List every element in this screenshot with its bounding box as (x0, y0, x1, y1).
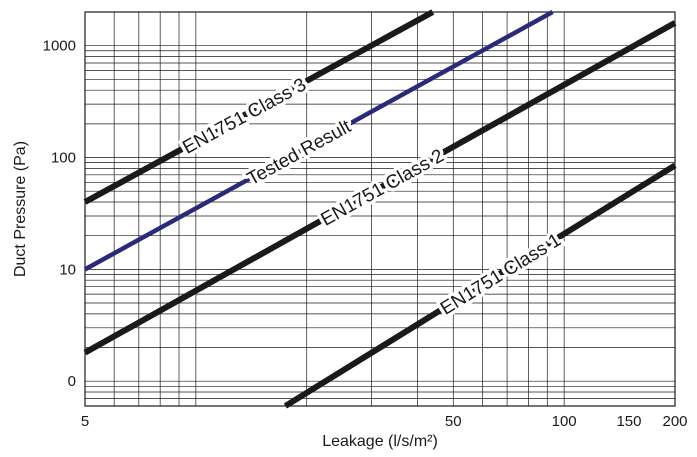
y-axis-title: Duct Pressure (Pa) (12, 141, 29, 277)
series-lines (83, 9, 677, 409)
plot-frame (84, 11, 676, 407)
x-tick-label: 100 (552, 413, 577, 430)
y-tick-label: 100 (51, 150, 76, 167)
series-line-2 (83, 10, 554, 272)
series-line-1 (83, 9, 435, 205)
x-tick-label: 5 (81, 413, 89, 430)
y-tick-labels: 0 10 100 1000 (43, 38, 76, 391)
y-tick-label: 1000 (43, 38, 76, 55)
y-tick-label: 0 (68, 373, 76, 390)
series-line-3 (83, 20, 677, 356)
x-tick-label: 200 (662, 413, 687, 430)
x-axis-title: Leakage (l/s/m²) (322, 433, 438, 450)
x-tick-label: 50 (445, 413, 462, 430)
y-tick-label: 10 (59, 261, 76, 278)
x-tick-labels: 5 50 100 150 200 (81, 413, 688, 430)
annotation-label-2: Tested Result (244, 116, 356, 190)
annotation-label-3: EN1751 Class 2 (318, 145, 448, 230)
series-line-4 (283, 162, 677, 409)
x-tick-label: 150 (616, 413, 641, 430)
